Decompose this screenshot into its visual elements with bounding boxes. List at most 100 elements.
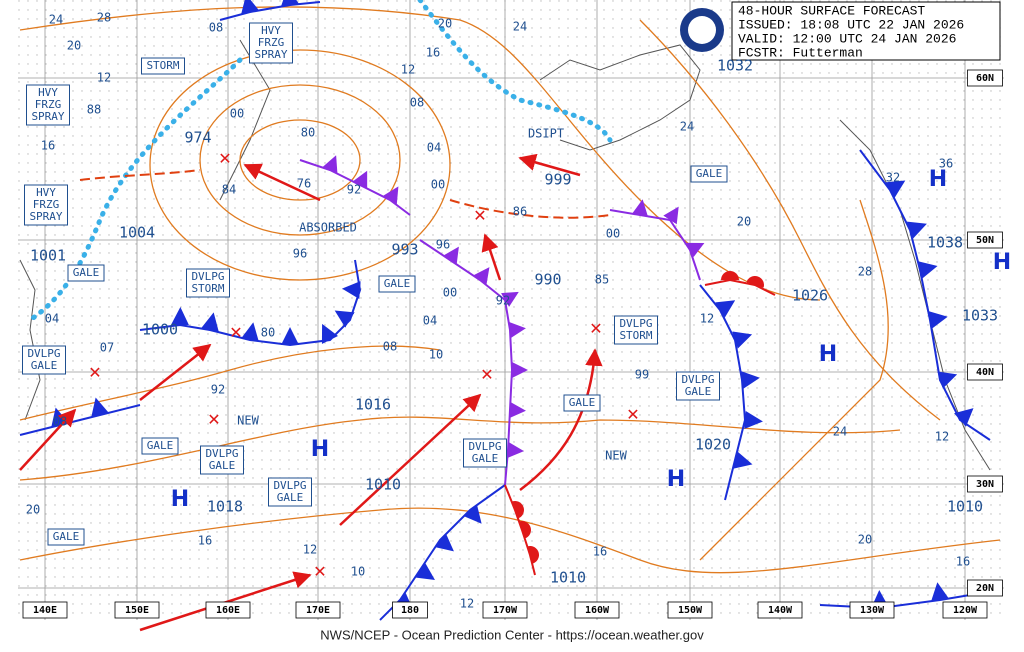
warning-label: STORM <box>146 59 179 72</box>
low-x: ✕ <box>480 367 493 384</box>
isobar-label: 08 <box>383 340 397 354</box>
header-line: FCSTR: Futterman <box>738 45 863 60</box>
header-box: 48-HOUR SURFACE FORECAST ISSUED: 18:08 U… <box>680 1 1001 61</box>
warning-label: HVY <box>36 186 56 199</box>
header-line: ISSUED: 18:08 UTC 22 JAN 2026 <box>738 17 964 32</box>
lat-label: 20N <box>976 583 994 594</box>
warning-label: HVY <box>38 86 58 99</box>
map-label: 10 <box>351 565 365 579</box>
noaa-logo-inner <box>688 16 716 44</box>
map-label: 00 <box>230 107 244 121</box>
warning-label: GALE <box>696 167 723 180</box>
lon-label: 160E <box>216 605 240 616</box>
high-center: H <box>819 342 837 367</box>
isobar-label: 12 <box>97 71 111 85</box>
lon-label: 140E <box>33 605 57 616</box>
warning-label: GALE <box>569 396 596 409</box>
lat-label: 40N <box>976 367 994 378</box>
lon-label: 120W <box>953 605 978 616</box>
isobar-label: 24 <box>680 120 694 134</box>
isobar-label: 96 <box>436 238 450 252</box>
warning-label: GALE <box>472 452 499 465</box>
lon-label-box <box>574 601 620 619</box>
low-x: ✕ <box>88 365 101 382</box>
pressure-center: 1038 <box>927 234 963 252</box>
isobar-label: 16 <box>198 534 212 548</box>
warning-box <box>24 184 68 226</box>
isobar-label: 12 <box>935 430 949 444</box>
warning-label: SPRAY <box>31 110 64 123</box>
isobar-label: 20 <box>737 215 751 229</box>
warning-label: GALE <box>277 491 304 504</box>
isobar-label: 00 <box>606 227 620 241</box>
isobar-label: 08 <box>209 21 223 35</box>
lon-label: 170E <box>306 605 330 616</box>
lon-label-box <box>667 601 713 619</box>
lon-label-box <box>942 601 988 619</box>
isobars <box>19 6 1001 574</box>
isobar-label: 00 <box>431 178 445 192</box>
warning-label: DVLPG <box>205 447 238 460</box>
warning-box <box>47 528 85 546</box>
high-center: H <box>929 167 947 192</box>
high-center: H <box>311 437 329 462</box>
pressure-center: 999 <box>544 171 571 189</box>
header-frame <box>731 1 1001 61</box>
warning-label: DVLPG <box>681 373 714 386</box>
high-center: H <box>171 487 189 512</box>
lat-label: 50N <box>976 235 994 246</box>
isobar-label: 04 <box>423 314 437 328</box>
isobar-label: 16 <box>956 555 970 569</box>
lon-label: 130W <box>860 605 885 616</box>
lon-label: 140W <box>768 605 793 616</box>
lat-label-box <box>967 69 1003 87</box>
low-x: ✕ <box>313 564 326 581</box>
isobar-label: 20 <box>26 503 40 517</box>
warning-label: GALE <box>209 459 236 472</box>
map-frame: ✕ ✕ ✕ ✕ ✕ ✕ ✕ ✕ ✕ <box>18 0 1004 632</box>
warning-label: FRZG <box>33 198 60 211</box>
lon-label-box <box>205 601 251 619</box>
lon-label-box <box>757 601 803 619</box>
lat-label-box <box>967 579 1003 597</box>
isobar-label: 16 <box>41 139 55 153</box>
footer: NWS/NCEP - Ocean Prediction Center - htt… <box>320 627 704 642</box>
lat-label-box <box>967 231 1003 249</box>
lon-label-box <box>114 601 160 619</box>
header-line: 48-HOUR SURFACE FORECAST <box>738 3 925 18</box>
map-label: ABSORBED <box>299 221 357 235</box>
warning-box <box>141 57 185 75</box>
warning-box <box>268 477 312 507</box>
warning-box <box>26 84 70 126</box>
pressure-center: 1032 <box>717 57 753 75</box>
warning-label: FRZG <box>258 36 285 49</box>
map-label: 80 <box>261 326 275 340</box>
lat-label: 60N <box>976 73 994 84</box>
lon-label-box <box>482 601 528 619</box>
lon-label-box <box>22 601 68 619</box>
pressure-center: 1010 <box>550 569 586 587</box>
pressure-center: 1020 <box>695 436 731 454</box>
warning-box <box>563 394 601 412</box>
isobar-label: 32 <box>886 171 900 185</box>
warning-label: GALE <box>147 439 174 452</box>
pressure-center: 974 <box>184 129 211 147</box>
pressure-center: 1010 <box>947 498 983 516</box>
lon-label: 150E <box>125 605 149 616</box>
isobar-label: 20 <box>67 39 81 53</box>
pressure-center: 1000 <box>142 321 178 339</box>
warning-label: DVLPG <box>27 347 60 360</box>
isobar-label: 76 <box>297 177 311 191</box>
map-label: 85 <box>595 273 609 287</box>
isobar-label: 12 <box>700 312 714 326</box>
high-center: H <box>993 250 1011 275</box>
ice-edge <box>27 0 613 323</box>
low-x: ✕ <box>626 407 639 424</box>
isobar-label: 16 <box>593 545 607 559</box>
isobar-label: 92 <box>496 294 510 308</box>
low-x: ✕ <box>218 151 231 168</box>
isobar-label: 96 <box>293 247 307 261</box>
pressure-center: 1004 <box>119 224 155 242</box>
low-x: ✕ <box>207 412 220 429</box>
